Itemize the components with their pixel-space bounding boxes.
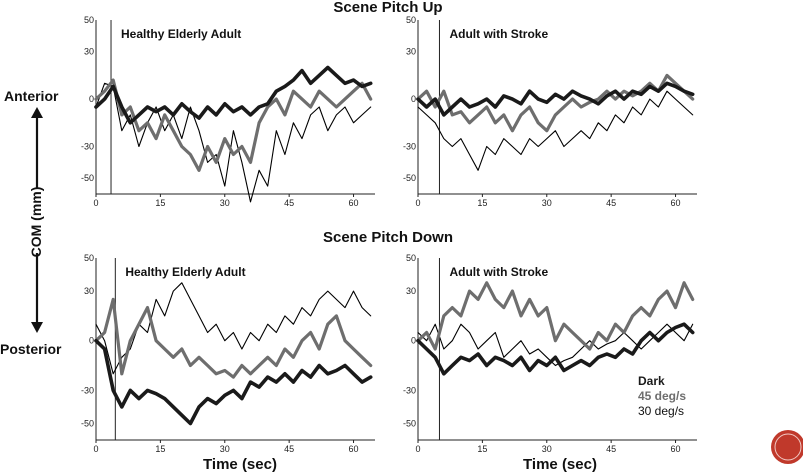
- x-tick-label: 0: [93, 198, 98, 208]
- panel-title: Healthy Elderly Adult: [121, 27, 241, 41]
- x-tick-label: 60: [671, 198, 681, 208]
- x-tick-label: 60: [671, 444, 681, 454]
- x-tick-label: 30: [542, 444, 552, 454]
- series-line-30-deg-s: [95, 82, 372, 203]
- x-tick-label: 15: [155, 198, 165, 208]
- legend-entry-30: 30 deg/s: [638, 404, 684, 418]
- y-tick-label: 50: [84, 15, 94, 25]
- y-tick-label: 0: [411, 94, 416, 104]
- y-tick-label: 50: [84, 253, 94, 263]
- series-line-30-deg-s: [95, 282, 372, 375]
- y-tick-label: 0: [411, 336, 416, 346]
- anterior-label: Anterior: [4, 88, 59, 104]
- badge-ring-icon: [774, 433, 802, 461]
- panel-pitch-up-stroke: 50 30 0 -30 -50 0 15 30 45 60 Adult with Stroke: [403, 15, 697, 208]
- anterior-arrow-icon: [31, 107, 43, 118]
- x-axis-label-right: Time (sec): [523, 456, 597, 473]
- y-tick-label: -50: [81, 418, 94, 428]
- x-tick-label: 30: [542, 198, 552, 208]
- y-tick-label: -30: [403, 142, 416, 152]
- series-line-30-deg-s: [417, 90, 694, 171]
- posterior-arrow-icon: [31, 322, 43, 333]
- series-line-dark: [416, 81, 695, 117]
- y-tick-label: 50: [406, 15, 416, 25]
- y-tick-label: 0: [89, 94, 94, 104]
- y-tick-label: -50: [81, 173, 94, 183]
- y-tick-label: 0: [89, 336, 94, 346]
- y-tick-label: -50: [403, 173, 416, 183]
- series-line-45-deg-s: [94, 78, 373, 172]
- x-tick-label: 0: [93, 444, 98, 454]
- row-title-pitch-up: Scene Pitch Up: [333, 0, 442, 16]
- x-tick-label: 60: [349, 444, 359, 454]
- y-tick-label: 30: [84, 47, 94, 57]
- y-tick-label: -30: [403, 385, 416, 395]
- y-tick-label: -30: [81, 385, 94, 395]
- y-tick-label: -30: [81, 142, 94, 152]
- y-tick-label: -50: [403, 418, 416, 428]
- x-tick-label: 0: [415, 444, 420, 454]
- series-line-dark: [94, 338, 373, 426]
- series-line-30-deg-s: [417, 323, 694, 367]
- posterior-label: Posterior: [0, 341, 62, 357]
- legend: Dark 45 deg/s 30 deg/s: [638, 374, 686, 418]
- panel-title: Adult with Stroke: [449, 265, 548, 279]
- x-tick-label: 45: [284, 444, 294, 454]
- corner-badge: [771, 430, 803, 464]
- legend-entry-45: 45 deg/s: [638, 389, 686, 403]
- y-axis-label: COM (mm): [28, 187, 44, 258]
- x-tick-label: 15: [155, 444, 165, 454]
- row-title-pitch-down: Scene Pitch Down: [323, 229, 453, 246]
- series-line-45-deg-s: [416, 281, 695, 351]
- series-line-45-deg-s: [94, 297, 373, 379]
- panel-title: Healthy Elderly Adult: [125, 265, 245, 279]
- x-tick-label: 30: [220, 198, 230, 208]
- x-tick-label: 45: [606, 444, 616, 454]
- x-tick-label: 15: [477, 198, 487, 208]
- badge-circle-icon: [771, 430, 803, 464]
- series-line-45-deg-s: [416, 73, 695, 133]
- panel-title: Adult with Stroke: [449, 27, 548, 41]
- panel-pitch-down-stroke: 50 30 0 -30 -50 0 15 30 45 60 Adult with Stroke: [403, 253, 697, 454]
- y-tick-label: 30: [406, 47, 416, 57]
- x-tick-label: 45: [284, 198, 294, 208]
- legend-entry-dark: Dark: [638, 374, 665, 388]
- x-axis-label-left: Time (sec): [203, 456, 277, 473]
- x-tick-label: 0: [415, 198, 420, 208]
- series-line-dark: [416, 322, 695, 376]
- x-tick-label: 60: [349, 198, 359, 208]
- y-tick-label: 50: [406, 253, 416, 263]
- y-tick-label: 30: [406, 286, 416, 296]
- x-tick-label: 30: [220, 444, 230, 454]
- y-tick-label: 30: [84, 286, 94, 296]
- x-tick-label: 45: [606, 198, 616, 208]
- x-tick-label: 15: [477, 444, 487, 454]
- panel-pitch-down-healthy: 50 30 0 -30 -50 0 15 30 45 60 Healthy Elderly Adul…: [81, 253, 375, 454]
- series-line-dark: [94, 65, 373, 125]
- panel-pitch-up-healthy: 50 30 0 -30 -50 0 15 30 45 60 Healthy Elderly Adul…: [81, 15, 375, 208]
